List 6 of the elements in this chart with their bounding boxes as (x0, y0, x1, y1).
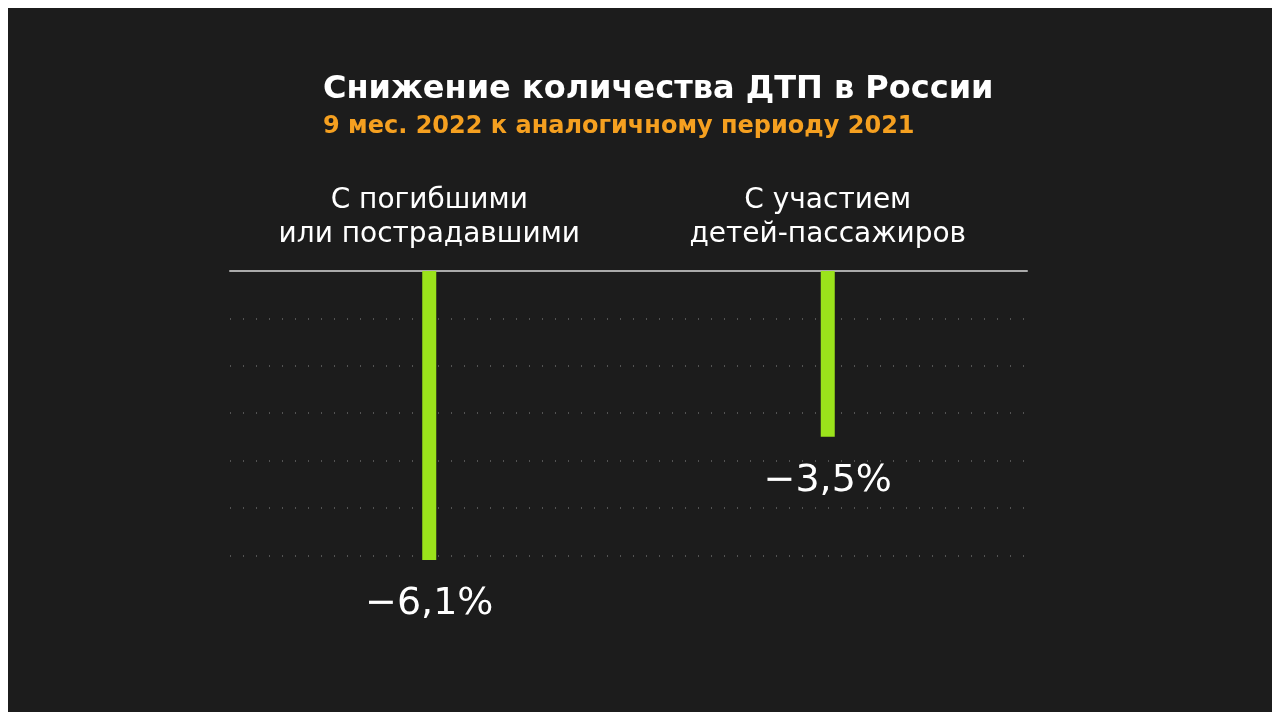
x-tick-label: С участием детей-пассажиров (689, 181, 967, 249)
data-label: −3,5% (763, 455, 892, 500)
chart-title: Снижение количества ДТП в России (323, 68, 994, 106)
data-label: −6,1% (365, 579, 494, 623)
chart-subtitle: 9 мес. 2022 к аналогичному периоду 2021 (323, 111, 915, 139)
x-tick-label: С погибшими или пострадавшими (278, 181, 580, 249)
